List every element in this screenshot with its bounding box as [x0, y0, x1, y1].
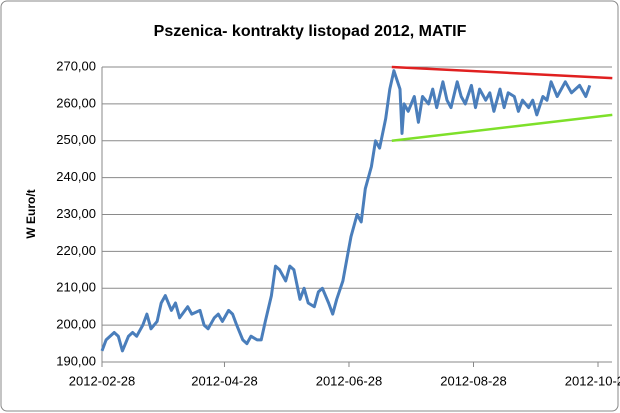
trend-line [391, 65, 613, 80]
x-tick-label: 2012-08-28 [440, 373, 507, 388]
x-tick-label: 2012-04-28 [191, 373, 258, 388]
x-tick-label: 2012-06-28 [316, 373, 383, 388]
y-tick-label: 250,00 [56, 132, 96, 147]
y-tick-label: 240,00 [56, 169, 96, 184]
y-tick-label: 210,00 [56, 280, 96, 295]
x-tick-label: 2012-02-28 [69, 373, 136, 388]
chart-title: Pszenica- kontrakty listopad 2012, MATIF [154, 23, 467, 40]
y-axis-label: W Euro/t [24, 189, 38, 238]
data-line [100, 69, 592, 353]
y-tick-label: 190,00 [56, 353, 96, 368]
trend-line [391, 113, 613, 143]
y-tick-label: 200,00 [56, 317, 96, 332]
y-tick-label: 270,00 [56, 58, 96, 73]
y-tick-label: 260,00 [56, 95, 96, 110]
x-tick-label: 2012-10-28 [565, 373, 620, 388]
y-tick-label: 230,00 [56, 206, 96, 221]
y-tick-label: 220,00 [56, 243, 96, 258]
